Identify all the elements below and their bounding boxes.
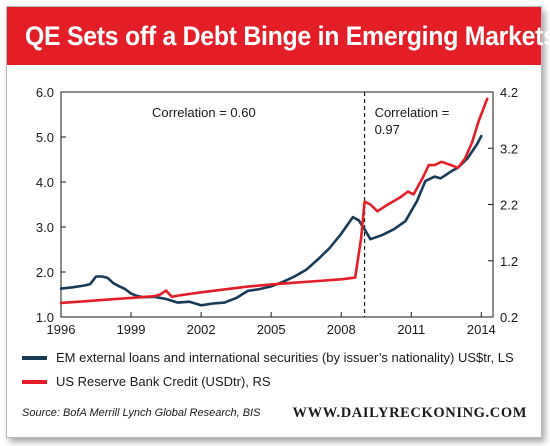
brand-url: WWW.DAILYRECKONING.COM: [293, 405, 528, 421]
title-banner: QE Sets off a Debt Binge in Emerging Mar…: [7, 7, 550, 65]
right-y-tick-label: 0.2: [500, 310, 518, 325]
left-y-tick-label: 4.0: [36, 175, 54, 190]
annotation-correlation-late-value: 0.97: [375, 122, 400, 137]
right-y-tick-label: 3.2: [500, 141, 518, 156]
source-note: Source: BofA Merrill Lynch Global Resear…: [22, 407, 261, 419]
left-y-tick-label: 1.0: [36, 310, 54, 325]
legend-label-em-debt: EM external loans and international secu…: [56, 350, 514, 365]
left-y-tick-label: 6.0: [36, 85, 54, 100]
x-tick-label: 2002: [187, 322, 216, 337]
right-y-tick-label: 1.2: [500, 254, 518, 269]
axes-layer: 1996 1999 2002 2005 2008 2011 2014 1.0 2.0 3.0 4.0…: [36, 85, 518, 337]
x-tick-label: 2008: [327, 322, 356, 337]
x-tick-label: 2014: [467, 322, 496, 337]
x-tick-label: 1999: [117, 322, 146, 337]
x-tick-label: 2005: [257, 322, 286, 337]
annotation-correlation-late: Correlation =: [375, 105, 450, 120]
chart-title: QE Sets off a Debt Binge in Emerging Mar…: [25, 20, 550, 51]
x-tick-label: 1996: [47, 322, 76, 337]
legend-label-reserve-credit: US Reserve Bank Credit (USDtr), RS: [56, 374, 271, 389]
chart-frame: QE Sets off a Debt Binge in Emerging Mar…: [6, 6, 550, 438]
series-line-reserve-credit: [59, 97, 489, 305]
left-y-tick-label: 2.0: [36, 265, 54, 280]
right-y-tick-label: 2.2: [500, 198, 518, 213]
annotation-correlation-early: Correlation = 0.60: [152, 105, 256, 120]
series-line-em-debt: [59, 134, 483, 307]
right-y-tick-label: 4.2: [500, 85, 518, 100]
x-tick-label: 2011: [397, 322, 425, 337]
left-y-tick-label: 5.0: [36, 130, 54, 145]
left-y-tick-label: 3.0: [36, 220, 54, 235]
series-layer: [59, 97, 489, 307]
